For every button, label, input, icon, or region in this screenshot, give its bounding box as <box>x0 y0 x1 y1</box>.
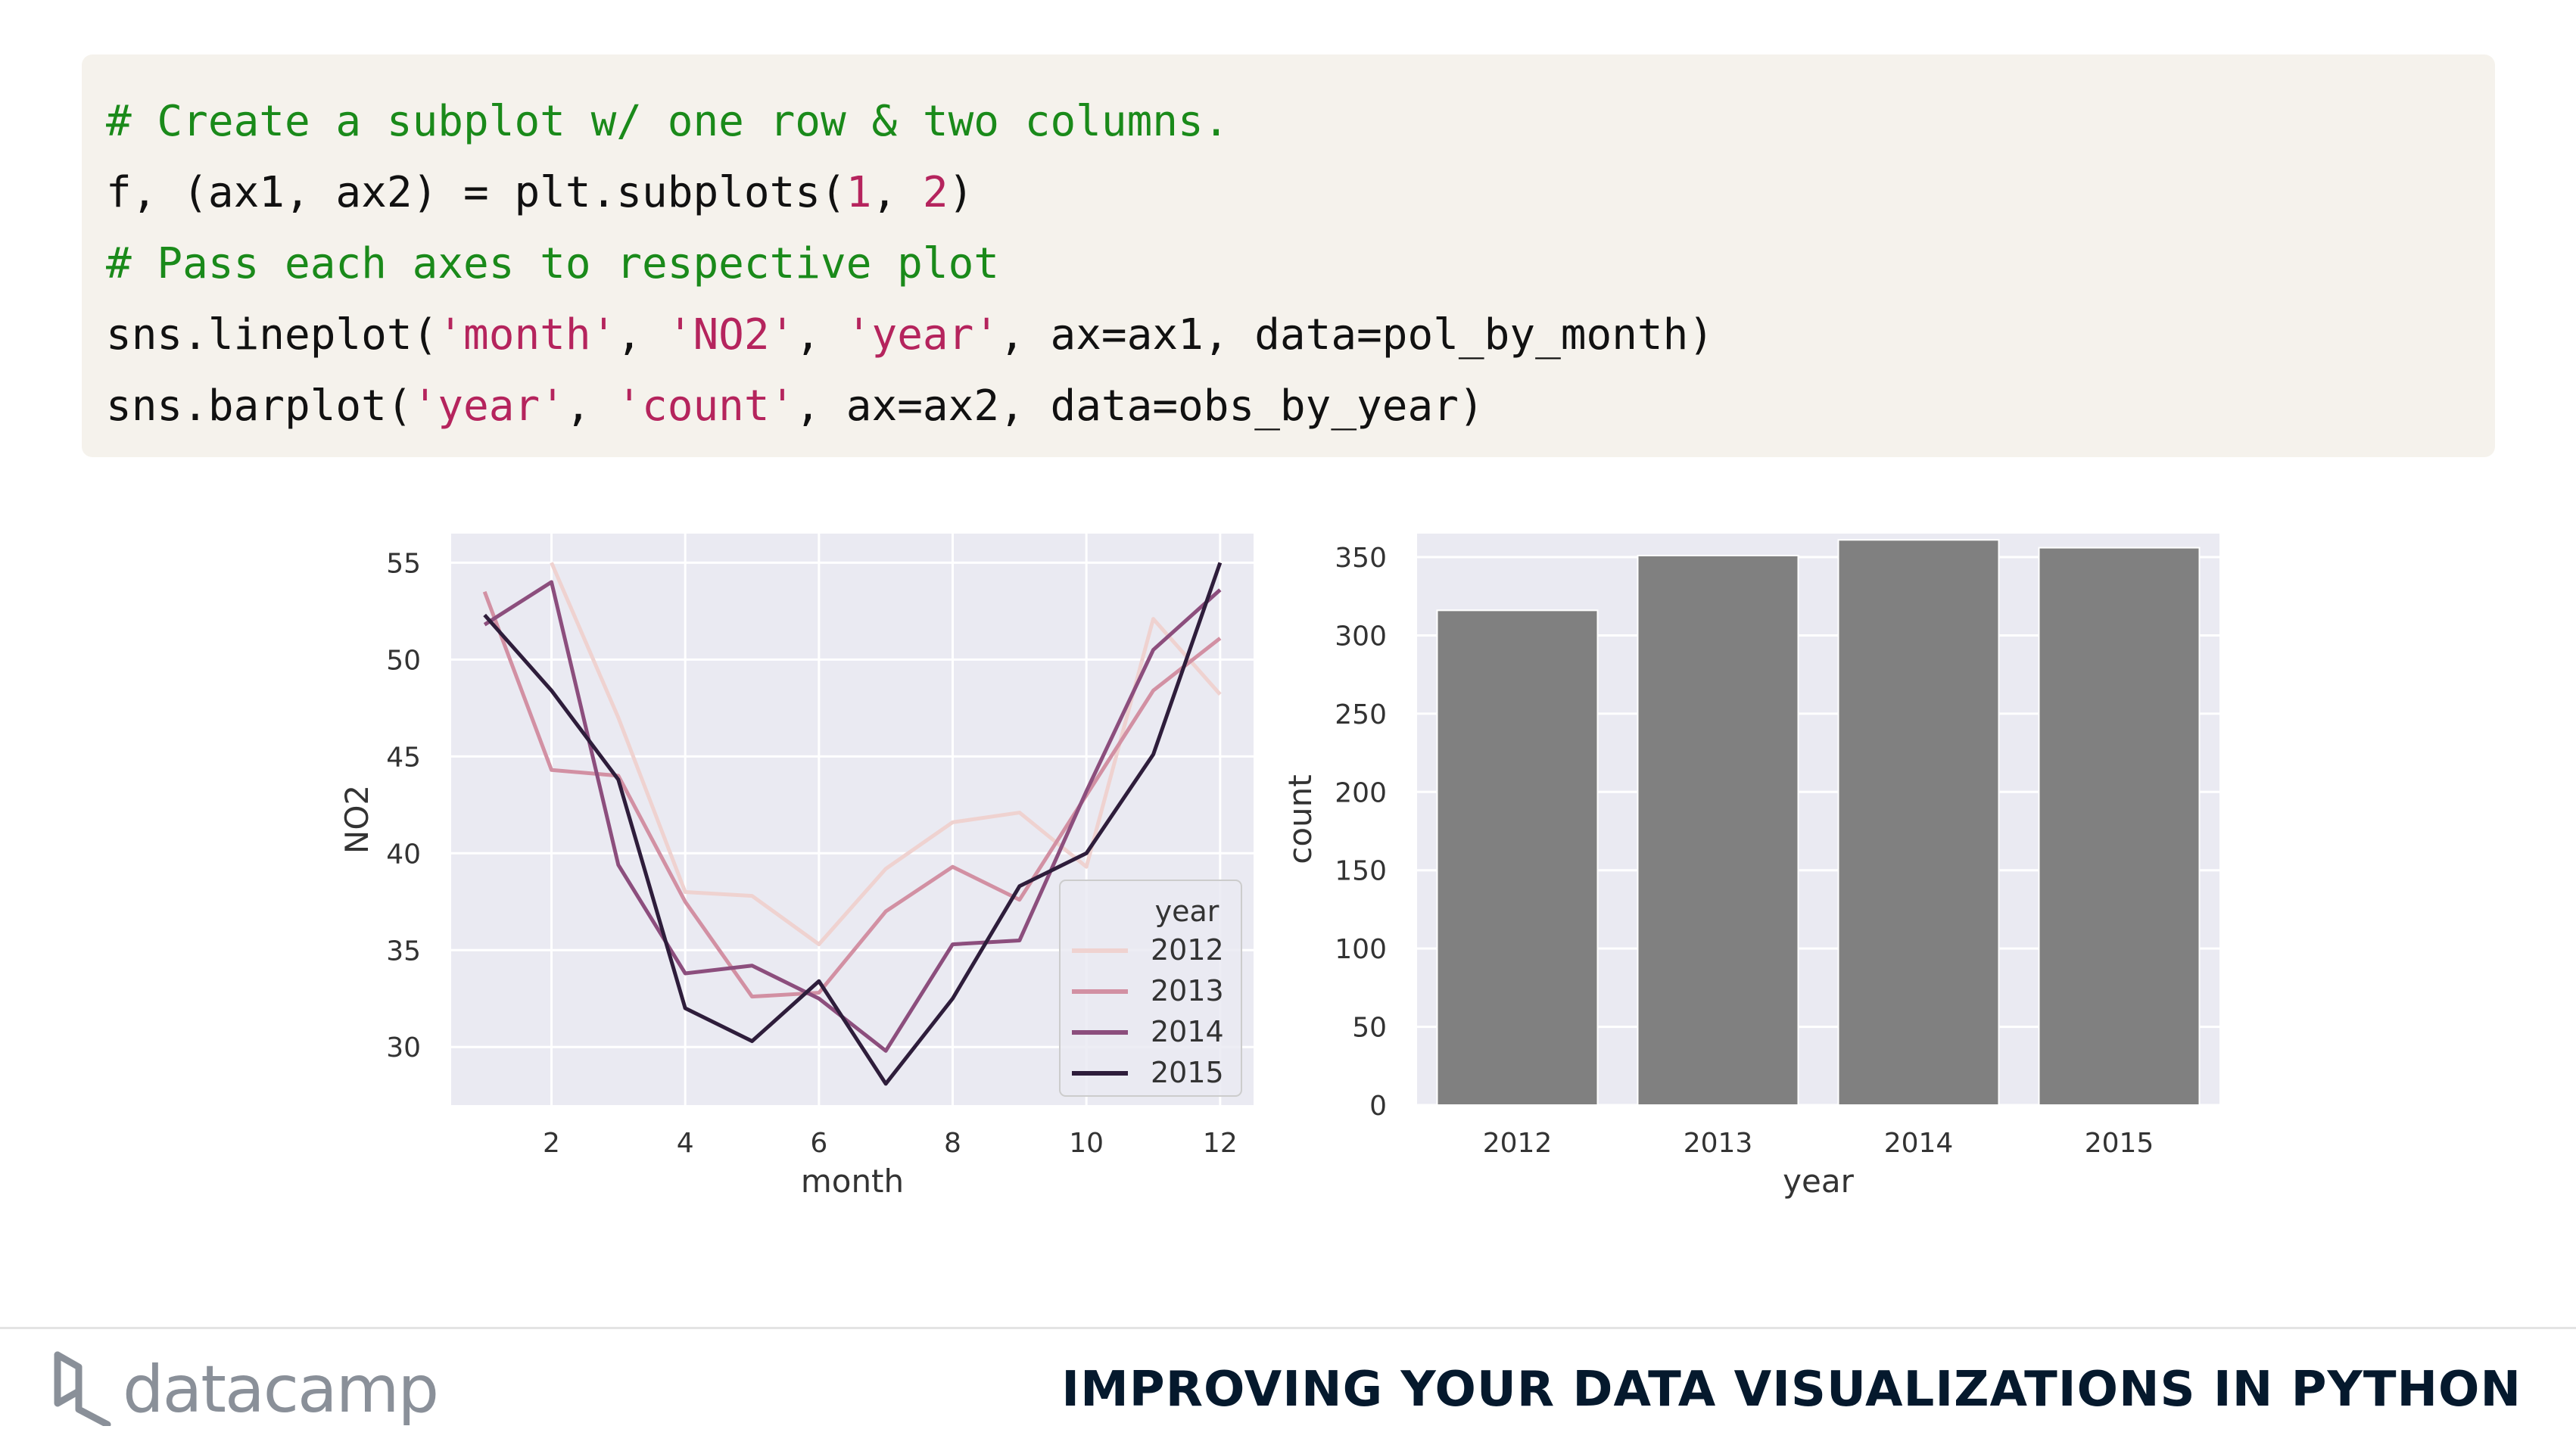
legend: year 2012 2013 2014 2015 <box>1059 880 1242 1097</box>
code-token: , <box>565 381 617 431</box>
code-line-5: sns.barplot('year', 'count', ax=ax2, dat… <box>106 371 2495 442</box>
code-number: 2 <box>922 168 948 217</box>
x-tick-label: 8 <box>944 1128 961 1159</box>
y-tick-label: 35 <box>386 936 421 967</box>
legend-label: 2013 <box>1151 974 1224 1007</box>
bar-chart: 0 50 100 150 200 250 300 350 2012 2013 2014 2015 yea… <box>1282 534 2219 1200</box>
series-line-2015 <box>483 562 1223 1086</box>
code-line-1: # Create a subplot w/ one row & two colu… <box>106 97 1229 146</box>
code-line-4: sns.lineplot('month', 'NO2', 'year', ax=… <box>106 300 2495 371</box>
series-line-2013 <box>482 590 1222 999</box>
code-string: 'month' <box>438 310 617 360</box>
series-line-2014 <box>483 580 1222 1053</box>
series-line-2012 <box>550 562 1222 947</box>
x-tick-label: 2012 <box>1483 1128 1553 1159</box>
code-string: 'year' <box>412 381 565 431</box>
y-tick-label: 350 <box>1335 543 1387 574</box>
legend-label: 2012 <box>1151 933 1224 967</box>
footer-divider <box>0 1327 2576 1329</box>
legend-label: 2015 <box>1151 1056 1224 1089</box>
code-line-3: # Pass each axes to respective plot <box>106 239 1000 288</box>
course-title: IMPROVING YOUR DATA VISUALIZATIONS IN PY… <box>1061 1362 2521 1418</box>
brand-name: datacamp <box>123 1352 439 1428</box>
code-string: 'count' <box>616 381 796 431</box>
code-line-2: f, (ax1, ax2) = plt.subplots(1, 2) <box>106 157 2495 229</box>
legend-label: 2014 <box>1151 1015 1224 1048</box>
y-axis-label: count <box>1282 774 1319 864</box>
x-axis-label: year <box>1783 1163 1854 1200</box>
bar-2014 <box>1837 539 2000 1106</box>
bar-2013 <box>1637 554 1799 1106</box>
x-tick-label: 10 <box>1069 1128 1104 1159</box>
datacamp-logo-icon <box>54 1351 111 1426</box>
y-tick-label: 100 <box>1335 934 1387 965</box>
code-token: , ax=ax1, data=pol_by_month) <box>999 310 1715 360</box>
charts-figure: 2 4 6 8 10 12 30 35 40 45 50 55 month NO2 year 2012 2013… <box>338 534 2219 1200</box>
code-token: sns.lineplot( <box>106 310 438 360</box>
x-tick-label: 4 <box>677 1128 694 1159</box>
code-string: 'year' <box>846 310 1000 360</box>
code-token: ) <box>948 168 974 217</box>
code-number: 1 <box>846 168 872 217</box>
y-tick-label: 250 <box>1335 699 1387 730</box>
y-tick-label: 30 <box>386 1032 421 1063</box>
y-tick-label: 40 <box>386 839 421 870</box>
y-axis-label: NO2 <box>338 785 375 854</box>
x-tick-label: 2014 <box>1884 1128 1954 1159</box>
x-axis-label: month <box>801 1163 904 1200</box>
y-tick-label: 50 <box>1352 1013 1387 1044</box>
code-token: f, (ax1, ax2) = plt.subplots( <box>106 168 846 217</box>
x-tick-label: 2 <box>543 1128 560 1159</box>
y-tick-label: 150 <box>1335 856 1387 887</box>
x-tick-label: 12 <box>1203 1128 1238 1159</box>
line-chart: 2 4 6 8 10 12 30 35 40 45 50 55 month NO2 year 2012 2013… <box>338 534 1254 1200</box>
y-tick-label: 0 <box>1369 1091 1387 1122</box>
code-token: , <box>871 168 923 217</box>
code-token: , <box>795 310 846 360</box>
legend-box <box>1059 880 1242 1097</box>
code-string: 'NO2' <box>667 310 796 360</box>
bar-2015 <box>2038 546 2201 1106</box>
code-token: sns.barplot( <box>106 381 413 431</box>
x-tick-label: 6 <box>810 1128 827 1159</box>
code-token: , ax=ax2, data=obs_by_year) <box>795 381 1484 431</box>
legend-title: year <box>1155 895 1219 928</box>
y-tick-label: 45 <box>386 742 421 773</box>
y-tick-label: 200 <box>1335 777 1387 808</box>
x-tick-label: 2015 <box>2085 1128 2154 1159</box>
y-tick-label: 55 <box>386 548 421 579</box>
code-token: , <box>616 310 668 360</box>
x-tick-label: 2013 <box>1684 1128 1753 1159</box>
y-tick-label: 50 <box>386 645 421 676</box>
y-tick-label: 300 <box>1335 621 1387 652</box>
code-block: # Create a subplot w/ one row & two colu… <box>82 54 2495 457</box>
bar-2012 <box>1436 609 1599 1106</box>
